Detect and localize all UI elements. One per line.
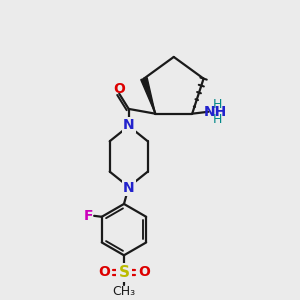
Text: NH: NH xyxy=(203,105,226,119)
Text: H: H xyxy=(213,113,223,126)
Text: N: N xyxy=(123,118,134,132)
Text: F: F xyxy=(84,209,93,223)
Text: H: H xyxy=(213,98,223,111)
Text: N: N xyxy=(123,181,134,195)
Text: O: O xyxy=(138,266,150,279)
Polygon shape xyxy=(141,78,155,114)
Text: S: S xyxy=(118,265,130,280)
Text: CH₃: CH₃ xyxy=(112,285,136,298)
Text: O: O xyxy=(98,266,110,279)
Text: O: O xyxy=(113,82,125,96)
